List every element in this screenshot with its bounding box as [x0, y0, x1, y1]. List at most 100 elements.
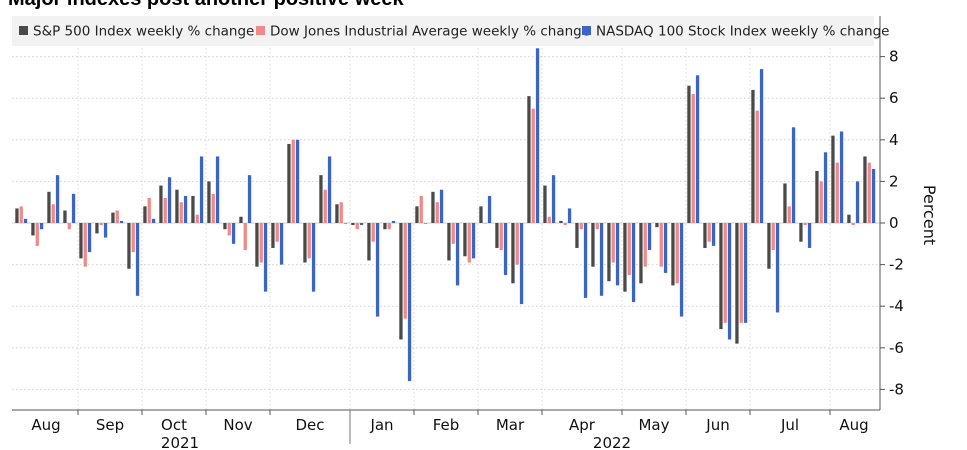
bar [327, 156, 332, 223]
bar [295, 139, 300, 223]
bar [735, 223, 739, 344]
bar [575, 223, 579, 248]
bar [403, 223, 407, 319]
bar [643, 223, 647, 267]
bar [419, 195, 423, 223]
bar [863, 156, 867, 223]
bar [855, 181, 860, 223]
bar [143, 206, 147, 223]
bar [207, 181, 211, 223]
bar [867, 162, 871, 223]
bar [663, 223, 668, 273]
bar [803, 223, 807, 226]
bar [183, 195, 188, 223]
bar [559, 220, 563, 223]
bar [335, 204, 339, 223]
bar [719, 223, 723, 330]
bar [707, 223, 711, 242]
bar [623, 223, 627, 292]
bar [343, 223, 348, 224]
bar [279, 223, 284, 265]
bar [243, 223, 247, 251]
bar [115, 210, 119, 223]
y-tick-label: 8 [889, 48, 899, 66]
bar [47, 191, 51, 223]
bar [167, 177, 172, 223]
bar [711, 223, 716, 246]
bar [511, 223, 515, 284]
y-tick-label: 0 [889, 214, 899, 232]
bar [659, 223, 663, 267]
month-label: Feb [433, 416, 460, 434]
bar [599, 223, 604, 296]
bar [771, 223, 775, 251]
bar [407, 223, 412, 382]
bar [467, 223, 471, 263]
bar [131, 223, 135, 253]
bar [547, 216, 551, 223]
y-tick-label: -4 [889, 297, 904, 315]
bar [767, 223, 771, 269]
bar [819, 181, 823, 223]
bar [423, 223, 428, 224]
bar [751, 89, 755, 223]
bar [463, 223, 467, 257]
bar [759, 69, 764, 223]
bar [355, 223, 359, 230]
bar [111, 212, 115, 223]
bar [215, 156, 220, 223]
bar [247, 175, 252, 223]
bar [727, 223, 732, 340]
bar [799, 223, 803, 242]
bar [703, 223, 707, 248]
bar [323, 189, 327, 223]
month-label: May [638, 416, 669, 434]
bar [15, 208, 19, 223]
bar [483, 223, 487, 224]
month-label: Oct [161, 416, 187, 434]
bar [83, 223, 87, 267]
bar [455, 223, 460, 286]
legend-background [12, 16, 874, 46]
bar [851, 223, 855, 226]
month-label: Jun [705, 416, 729, 434]
bar [99, 223, 103, 226]
bars [15, 48, 876, 382]
bar [495, 223, 499, 248]
y-tick-label: 2 [889, 172, 899, 190]
bar [163, 198, 167, 223]
month-label: Jul [780, 416, 799, 434]
bar [263, 223, 268, 292]
bar [95, 223, 99, 234]
bar [639, 223, 643, 284]
bar [531, 108, 535, 223]
bar [647, 223, 652, 251]
bar [579, 223, 583, 230]
bar [359, 223, 364, 226]
bar [231, 223, 236, 244]
bar [591, 223, 595, 267]
year-label: 2022 [593, 434, 631, 450]
bar [23, 218, 28, 223]
y-tick-label: -2 [889, 256, 904, 274]
bar [871, 168, 876, 223]
bar [399, 223, 403, 340]
bar [607, 223, 611, 282]
bar [807, 223, 812, 248]
bar [367, 223, 371, 261]
legend: S&P 500 Index weekly % change Dow Jones I… [12, 16, 889, 46]
bar [847, 214, 851, 223]
bar [527, 96, 531, 223]
bar [191, 195, 195, 223]
bar [199, 156, 204, 223]
bar [303, 223, 307, 263]
bar [67, 223, 71, 230]
bar [291, 139, 295, 223]
month-label: Dec [295, 416, 324, 434]
bar [563, 223, 567, 226]
bar [147, 198, 151, 223]
bar [723, 223, 727, 323]
page-title: Major indexes post another positive week [8, 0, 404, 11]
bar [19, 206, 23, 223]
